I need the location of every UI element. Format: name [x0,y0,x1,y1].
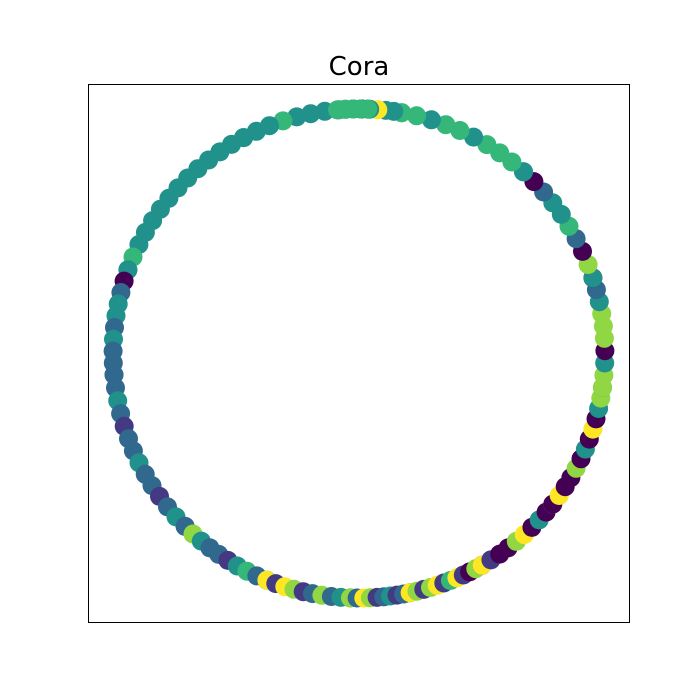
chart-title: Cora [329,52,390,82]
data-points-layer [103,99,615,608]
data-point [407,106,427,126]
data-point [358,99,378,119]
data-point [436,115,456,135]
axes-frame [88,84,630,623]
data-point [421,110,441,130]
